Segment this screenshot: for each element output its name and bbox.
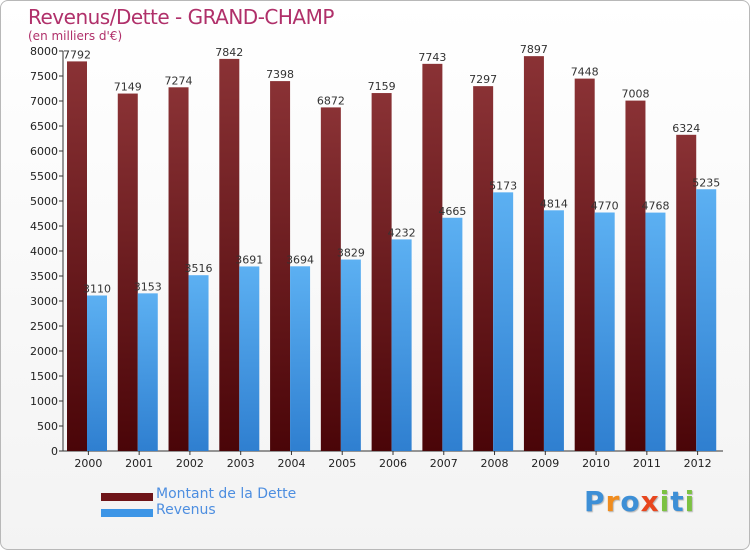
chart-title: Revenus/Dette - GRAND-CHAMP: [28, 5, 334, 29]
legend-swatch-dette: [101, 493, 153, 501]
data-label-revenus: 4768: [641, 200, 669, 213]
x-tick-label: 2009: [531, 457, 559, 470]
data-label-revenus: 3829: [337, 247, 365, 260]
data-label-dette: 7897: [520, 43, 548, 56]
x-tick-label: 2011: [633, 457, 661, 470]
data-label-dette: 7274: [165, 74, 193, 87]
bar-revenus: [239, 266, 260, 451]
data-label-dette: 7842: [215, 46, 243, 59]
data-label-revenus: 4665: [438, 205, 466, 218]
data-label-revenus: 3153: [134, 280, 162, 293]
bar-dette: [168, 87, 189, 452]
bar-revenus: [493, 192, 514, 451]
logo-letter: x: [640, 485, 660, 518]
y-tick-label: 1500: [30, 370, 58, 383]
y-tick-label: 2000: [30, 345, 58, 358]
x-tick-label: 2005: [328, 457, 356, 470]
bar-dette: [625, 100, 646, 451]
y-tick-label: 6000: [30, 145, 58, 158]
y-tick-label: 7000: [30, 95, 58, 108]
bar-revenus: [696, 189, 717, 451]
data-label-dette: 7398: [266, 68, 294, 81]
bar-dette: [574, 78, 595, 451]
bar-dette: [676, 134, 697, 452]
data-label-revenus: 3694: [286, 253, 314, 266]
bar-revenus: [340, 259, 361, 451]
y-tick-label: 4500: [30, 220, 58, 233]
x-tick-label: 2006: [379, 457, 407, 470]
chart-unit-label: (en milliers d'€): [28, 29, 123, 43]
x-tick-label: 2004: [277, 457, 305, 470]
y-tick-label: 4000: [30, 245, 58, 258]
y-tick-label: 7500: [30, 70, 58, 83]
data-label-dette: 7149: [114, 81, 142, 94]
data-label-dette: 6324: [672, 122, 700, 135]
bar-revenus: [290, 266, 311, 451]
proxiti-logo: Proxiti: [584, 485, 695, 518]
logo-letter: P: [584, 485, 606, 518]
bar-revenus: [543, 210, 564, 451]
bar-revenus: [137, 293, 158, 451]
bar-dette: [270, 81, 291, 451]
y-tick-label: 3000: [30, 295, 58, 308]
data-label-revenus: 4770: [591, 200, 619, 213]
bar-dette: [473, 86, 494, 452]
data-label-dette: 7743: [418, 51, 446, 64]
data-label-revenus: 4814: [540, 197, 568, 210]
bar-dette: [219, 58, 240, 452]
logo-letter: o: [620, 485, 641, 518]
bar-revenus: [391, 239, 412, 451]
bar-revenus: [188, 275, 209, 451]
logo-letter: t: [670, 485, 685, 518]
bar-revenus: [442, 217, 463, 451]
y-tick-label: 0: [51, 445, 58, 458]
bar-revenus: [594, 212, 615, 451]
logo-letter: i: [659, 485, 671, 518]
data-label-dette: 7297: [469, 73, 497, 86]
data-label-dette: 7792: [63, 48, 91, 61]
bar-dette: [523, 56, 544, 452]
bar-dette: [371, 93, 392, 452]
logo-letter: i: [684, 485, 696, 518]
data-label-dette: 7159: [368, 80, 396, 93]
data-label-revenus: 3691: [235, 253, 263, 266]
data-label-revenus: 5235: [692, 176, 720, 189]
x-tick-label: 2000: [74, 457, 102, 470]
bar-dette: [117, 93, 138, 452]
bar-revenus: [645, 212, 666, 451]
data-label-dette: 7448: [571, 66, 599, 79]
y-tick-label: 5000: [30, 195, 58, 208]
x-tick-label: 2002: [176, 457, 204, 470]
y-tick-label: 3500: [30, 270, 58, 283]
x-tick-label: 2007: [430, 457, 458, 470]
x-tick-label: 2003: [227, 457, 255, 470]
y-tick-label: 2500: [30, 320, 58, 333]
bar-dette: [320, 107, 341, 452]
y-tick-label: 6500: [30, 120, 58, 133]
bar-dette: [422, 63, 443, 451]
x-tick-label: 2012: [684, 457, 712, 470]
logo-letter: r: [605, 485, 621, 518]
legend-label-revenus: Revenus: [156, 502, 216, 518]
x-tick-label: 2010: [582, 457, 610, 470]
y-tick-label: 500: [37, 420, 58, 433]
x-tick-label: 2008: [481, 457, 509, 470]
data-label-revenus: 3110: [83, 283, 111, 296]
bar-dette: [67, 61, 87, 452]
data-label-dette: 6872: [317, 94, 345, 107]
bar-revenus: [87, 295, 107, 451]
legend-swatch-revenus: [101, 509, 153, 517]
data-label-revenus: 4232: [388, 226, 416, 239]
data-label-revenus: 5173: [489, 179, 517, 192]
legend-label-dette: Montant de la Dette: [156, 486, 297, 502]
y-tick-label: 1000: [30, 395, 58, 408]
y-tick-label: 5500: [30, 170, 58, 183]
x-tick-label: 2001: [125, 457, 153, 470]
data-label-dette: 7008: [621, 88, 649, 101]
y-tick-label: 8000: [30, 45, 58, 58]
data-label-revenus: 3516: [185, 262, 213, 275]
